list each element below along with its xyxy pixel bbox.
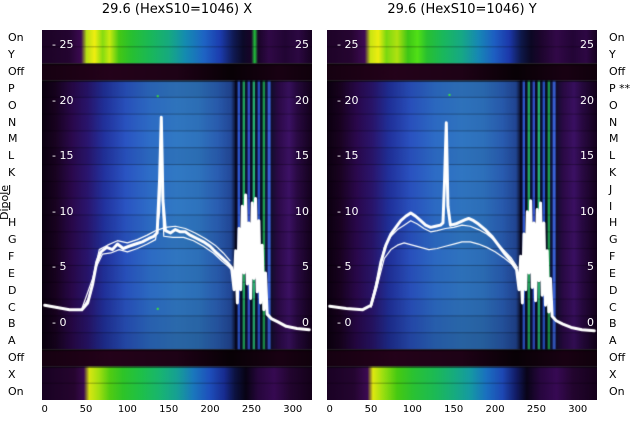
- row-label-left: N: [8, 115, 17, 129]
- y-tick-label-right: 25: [295, 37, 309, 51]
- row-label-left: L: [8, 149, 15, 163]
- row-label-left: C: [8, 300, 16, 314]
- heatmap-y-canvas: [327, 30, 597, 400]
- row-label-left: M: [8, 132, 18, 146]
- x-tick-label: 200: [200, 404, 220, 415]
- y-tick-label-left: - 5: [52, 260, 67, 274]
- y-tick-label-left: - 10: [52, 204, 74, 218]
- x-tick-label: 300: [283, 404, 303, 415]
- row-label-right: H: [609, 216, 618, 230]
- y-tick-label-left: - 15: [337, 149, 359, 163]
- panel-y: - 25 25 - 20 20 - 15 15 - 10 10 - 5 5 - 0 0 0 50 100 15…: [327, 30, 597, 415]
- row-label-right: L: [609, 149, 616, 163]
- row-label-right: G: [609, 233, 618, 247]
- row-label-left: B: [8, 317, 16, 331]
- row-label-right: On: [609, 384, 625, 398]
- x-tick-label: 150: [444, 404, 464, 415]
- row-label-right: N: [609, 115, 618, 129]
- y-tick-label-left: - 0: [337, 316, 352, 329]
- y-tick-label-right: 20: [580, 93, 594, 107]
- row-label-left: Off: [8, 65, 25, 79]
- x-tick-label: 300: [568, 404, 588, 415]
- y-tick-label-right: 10: [295, 204, 309, 218]
- y-tick-label-left: - 20: [52, 93, 74, 107]
- row-label-left: On: [8, 384, 24, 398]
- row-label-left: D: [8, 283, 17, 297]
- x-tick-label: 0: [326, 404, 333, 415]
- row-label-left: P: [8, 81, 15, 95]
- panel-y-title: 29.6 (HexS10=1046) Y: [387, 2, 537, 17]
- x-tick-label: 0: [41, 404, 48, 415]
- row-label-right: C: [609, 300, 617, 314]
- row-label-right: I: [609, 199, 613, 213]
- row-label-left: F: [8, 250, 15, 264]
- panel-x: - 25 25 - 20 20 - 15 15 - 10 10 - 5 5 - 0 0 0 50 100 15…: [42, 30, 312, 415]
- x-tick-label: 200: [485, 404, 505, 415]
- y-tick-label-right: 0: [587, 316, 594, 329]
- row-label-right: D: [609, 283, 618, 297]
- row-label-right: On: [609, 31, 625, 45]
- x-tick-label: 50: [79, 404, 93, 415]
- y-tick-label-right: 10: [580, 204, 594, 218]
- x-tick-label: 250: [526, 404, 546, 415]
- row-label-right: F: [609, 250, 616, 264]
- y-tick-label-right: 5: [302, 260, 309, 274]
- x-tick-label: 150: [159, 404, 179, 415]
- y-tick-label-right: 15: [295, 149, 309, 163]
- row-label-left: O: [8, 98, 17, 112]
- row-label-right: E: [609, 266, 616, 280]
- x-tick-label: 100: [402, 404, 422, 415]
- x-tick-label: 50: [364, 404, 378, 415]
- y-tick-label-left: - 15: [52, 149, 74, 163]
- y-tick-label-left: - 20: [337, 93, 359, 107]
- row-label-left: K: [8, 165, 16, 179]
- row-label-right: K: [609, 165, 617, 179]
- y-tick-label-left: - 5: [337, 260, 352, 274]
- row-label-right: M: [609, 132, 619, 146]
- y-tick-label-right: 5: [587, 260, 594, 274]
- row-label-right: J: [609, 182, 613, 196]
- row-label-left: E: [8, 266, 15, 280]
- row-label-right: A: [609, 334, 617, 348]
- row-label-left: G: [8, 233, 17, 247]
- left-axis-title: Dipole: [0, 184, 12, 221]
- y-tick-label-left: - 0: [52, 316, 67, 329]
- row-label-left: On: [8, 31, 24, 45]
- row-label-left: X: [8, 367, 16, 381]
- y-tick-label-left: - 10: [337, 204, 359, 218]
- row-label-right: X: [609, 367, 617, 381]
- y-tick-label-left: - 25: [337, 37, 359, 51]
- x-tick-label: 100: [117, 404, 137, 415]
- y-tick-label-right: 0: [302, 316, 309, 329]
- panel-x-title: 29.6 (HexS10=1046) X: [101, 2, 253, 17]
- row-label-left: Off: [8, 350, 25, 364]
- row-label-right: O: [609, 98, 618, 112]
- row-label-right: P **: [609, 81, 631, 95]
- row-label-right: Off: [609, 65, 626, 79]
- row-label-left: Y: [8, 48, 15, 62]
- y-tick-label-right: 25: [580, 37, 594, 51]
- y-tick-label-left: - 25: [52, 37, 74, 51]
- row-label-right: B: [609, 317, 617, 331]
- row-label-right: Y: [609, 48, 616, 62]
- row-label-left: A: [8, 334, 16, 348]
- y-tick-label-right: 15: [580, 149, 594, 163]
- heatmap-x-canvas: [42, 30, 312, 400]
- y-tick-label-right: 20: [295, 93, 309, 107]
- x-tick-label: 250: [241, 404, 261, 415]
- row-label-right: Off: [609, 350, 626, 364]
